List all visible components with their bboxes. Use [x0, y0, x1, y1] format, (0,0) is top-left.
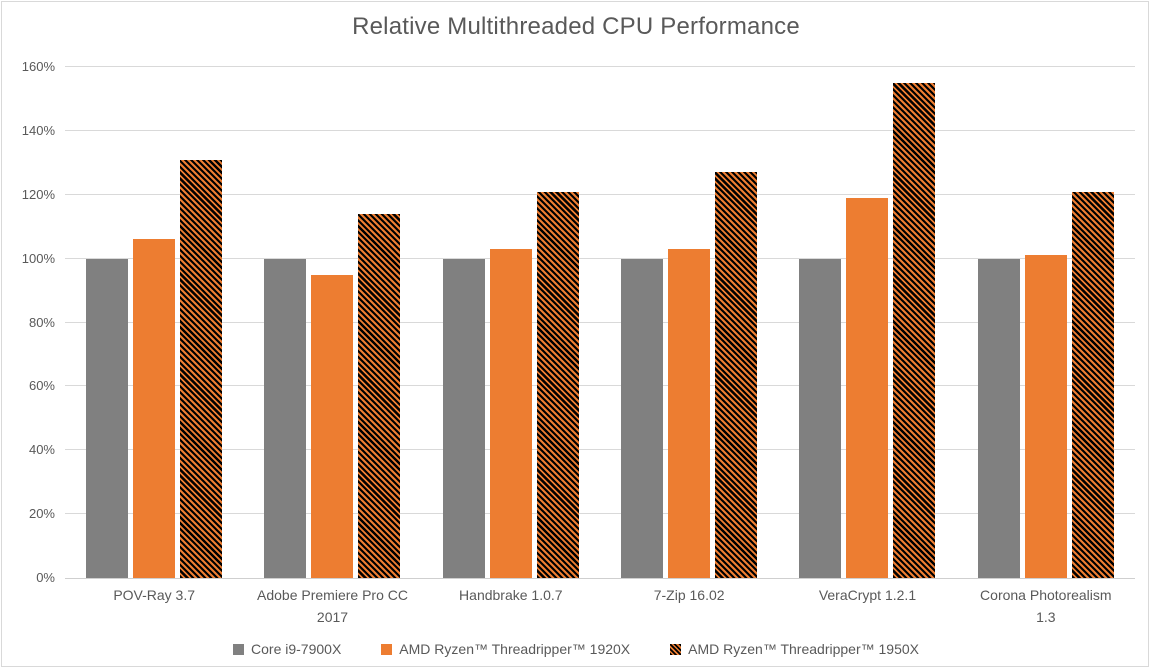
- x-category-label: POV-Ray 3.7: [113, 587, 196, 603]
- gridline: [65, 257, 1135, 259]
- y-tick-label: 100%: [21, 250, 55, 266]
- x-category-label: Corona Photorealism 1.3: [980, 587, 1112, 625]
- x-category-label: 7-Zip 16.02: [653, 587, 725, 603]
- bar-group: [243, 67, 421, 578]
- gridline: [65, 449, 1135, 451]
- legend: Core i9-7900X AMD Ryzen™ Threadripper™ 19…: [0, 641, 1152, 657]
- bar-s1-c1: [311, 274, 354, 578]
- bar-s2-c1: [358, 213, 401, 578]
- bar-group: [957, 67, 1135, 578]
- chart-title: Relative Multithreaded CPU Performance: [352, 13, 800, 40]
- legend-item: AMD Ryzen™ Threadripper™ 1920X: [381, 641, 630, 657]
- bar-group: [600, 67, 778, 578]
- legend-swatch-icon: [381, 643, 393, 655]
- x-axis-line: [65, 578, 1135, 579]
- y-tick-label: 0%: [36, 570, 55, 585]
- gridline: [65, 193, 1135, 195]
- x-axis-labels: POV-Ray 3.7 Adobe Premiere Pro CC 2017 Han…: [65, 585, 1135, 628]
- bar-group: [65, 67, 243, 578]
- gridline: [65, 66, 1135, 67]
- bar-s2-c2: [536, 191, 579, 578]
- plot-area: [65, 66, 1135, 579]
- y-tick-label: 140%: [21, 122, 55, 138]
- legend-swatch-icon: [233, 643, 245, 655]
- legend-label: AMD Ryzen™ Threadripper™ 1920X: [399, 641, 631, 657]
- bar-s1-c0: [133, 239, 176, 578]
- x-category-label: VeraCrypt 1.2.1: [818, 587, 917, 603]
- x-category-label: Handbrake 1.0.7: [459, 587, 563, 603]
- bars-layer: [65, 67, 1135, 578]
- legend-label: AMD Ryzen™ Threadripper™ 1950X: [688, 641, 919, 657]
- y-tick-label: 120%: [21, 186, 55, 202]
- y-tick-label: 60%: [28, 378, 55, 394]
- x-category-label: Adobe Premiere Pro CC 2017: [257, 587, 408, 625]
- bar-s0-c5: [977, 258, 1020, 578]
- bar-s2-c3: [715, 172, 758, 578]
- legend-item: AMD Ryzen™ Threadripper™ 1950X: [670, 641, 919, 657]
- bar-s1-c4: [846, 197, 889, 578]
- bar-group: [422, 67, 600, 578]
- bar-s2-c0: [180, 159, 223, 578]
- gridline: [65, 321, 1135, 323]
- bar-s1-c2: [489, 249, 532, 578]
- bar-s0-c3: [621, 258, 664, 578]
- bar-s0-c2: [442, 258, 485, 578]
- bar-s2-c4: [893, 82, 936, 578]
- gridline: [65, 129, 1135, 131]
- bar-s0-c0: [86, 258, 129, 578]
- y-tick-label: 40%: [28, 442, 55, 458]
- bar-s1-c3: [668, 249, 711, 578]
- gridline: [65, 513, 1135, 515]
- y-tick-label: 20%: [28, 506, 55, 522]
- bar-s2-c5: [1071, 191, 1114, 578]
- bar-s1-c5: [1024, 255, 1067, 578]
- gridline: [65, 385, 1135, 387]
- bar-s0-c1: [264, 258, 307, 578]
- bar-group: [778, 67, 956, 578]
- y-tick-label: 80%: [28, 314, 55, 330]
- bar-s0-c4: [799, 258, 842, 578]
- legend-item: Core i9-7900X: [233, 641, 341, 657]
- legend-label: Core i9-7900X: [251, 641, 342, 657]
- y-tick-label: 160%: [21, 59, 55, 74]
- legend-swatch-icon: [670, 643, 682, 655]
